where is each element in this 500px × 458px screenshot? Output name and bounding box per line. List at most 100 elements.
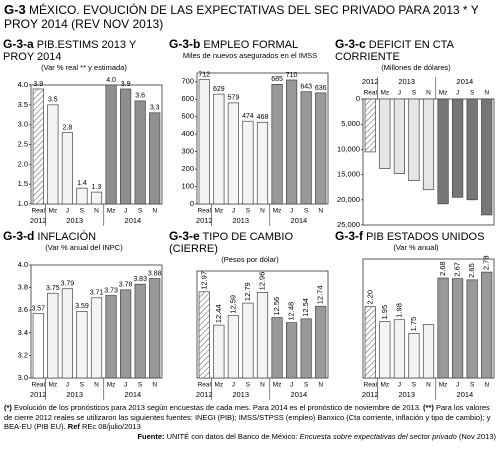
y-tick-label: 0 xyxy=(356,94,360,103)
source-label: Fuente: xyxy=(137,431,165,441)
y-tick-label: 20,000 xyxy=(337,195,360,204)
x-tick-label: S xyxy=(246,382,251,389)
x-tick-label: N xyxy=(152,208,157,215)
x-tick-label: Real xyxy=(198,382,212,389)
panel: G-3-e TIPO DE CAMBIO (CIERRE) (Pesos por … xyxy=(169,230,331,402)
bar xyxy=(408,98,420,181)
x-tick-label: Real xyxy=(364,382,378,389)
value-label: 4.0 xyxy=(106,77,116,84)
value-label: 712 xyxy=(198,71,210,78)
bar xyxy=(198,79,210,205)
x-tick-label: J xyxy=(124,208,127,215)
value-label: 1.95 xyxy=(380,305,389,320)
bar xyxy=(379,98,391,169)
y-tick-label: 10,000 xyxy=(337,144,360,153)
title-label: G-3 xyxy=(4,2,26,17)
x-tick-label: Real xyxy=(32,382,46,389)
y-tick-label: 25,000 xyxy=(337,220,360,228)
value-label: 629 xyxy=(213,86,225,93)
panel-title: G-3-e TIPO DE CAMBIO (CIERRE) xyxy=(169,230,331,255)
y-tick-label: 15,000 xyxy=(337,170,360,179)
bar xyxy=(120,88,132,205)
y-tick-label: 2.0 xyxy=(18,159,28,168)
bar xyxy=(76,187,88,205)
bar xyxy=(149,112,161,205)
group-label: 2012 xyxy=(30,216,47,225)
x-tick-label: Mz xyxy=(273,208,282,215)
footer: (*) Evolución de los pronósticos para 20… xyxy=(4,403,496,441)
x-tick-label: Mz xyxy=(107,382,116,389)
value-label: 2.68 xyxy=(438,261,447,276)
y-tick-label: 3.4 xyxy=(18,328,28,337)
bar xyxy=(120,289,132,379)
value-label: 1.3 xyxy=(92,184,102,191)
x-tick-label: Mz xyxy=(439,382,448,389)
panel-label: G-3-d xyxy=(3,230,35,243)
group-label: 2012 xyxy=(196,216,213,225)
panel-subtitle: (Var % real ** y estimada) xyxy=(41,63,127,72)
value-label: 12.59 xyxy=(228,295,237,314)
x-tick-label: J xyxy=(398,90,401,97)
x-tick-label: J xyxy=(290,382,293,389)
source-title: Encuesta sobre expectativas del sector p… xyxy=(299,431,457,441)
panel-title-text: DEFICIT EN CTA CORRIENTE xyxy=(335,39,454,63)
x-tick-label: S xyxy=(304,208,309,215)
y-tick-label: 700 xyxy=(181,77,194,86)
group-label: 2012 xyxy=(196,390,213,399)
x-tick-label: J xyxy=(398,382,401,389)
panel-label: G-3-a xyxy=(3,38,34,51)
source-line: Fuente: UNITÉ con datos del Banco de Méx… xyxy=(4,432,496,442)
value-label: 12.54 xyxy=(301,298,310,317)
bar xyxy=(61,288,73,379)
x-tick-label: N xyxy=(260,208,265,215)
bar xyxy=(227,102,239,205)
bar xyxy=(315,92,327,205)
group-label: 2012 xyxy=(362,390,379,399)
y-tick-label: 0 xyxy=(190,199,194,208)
panel-label: G-3-c xyxy=(335,38,366,51)
value-label: 1.98 xyxy=(394,303,403,318)
x-tick-label: J xyxy=(66,382,69,389)
bar xyxy=(364,306,376,379)
bar xyxy=(422,324,435,379)
x-tick-label: S xyxy=(470,90,475,97)
source: UNITÉ con datos del Banco de México: xyxy=(166,431,298,441)
x-tick-label: Mz xyxy=(48,208,57,215)
bar xyxy=(315,305,327,379)
x-tick-label: N xyxy=(484,382,489,389)
value-label: 12.48 xyxy=(287,302,296,321)
value-label: 685 xyxy=(271,76,283,83)
x-tick-label: N xyxy=(318,382,323,389)
x-tick-label: Mz xyxy=(107,208,116,215)
bar xyxy=(452,98,464,198)
panel-title-text: PIB.ESTIMS 2013 Y PROY 2014 xyxy=(3,39,137,63)
bar xyxy=(437,277,449,379)
x-tick-label: N xyxy=(318,208,323,215)
x-tick-label: J xyxy=(456,382,459,389)
group-label: 2012 xyxy=(362,77,379,86)
bar xyxy=(32,313,44,379)
value-label: 12.74 xyxy=(316,285,325,304)
panel-title: G-3-a PIB.ESTIMS 2013 Y PROY 2014 xyxy=(3,38,165,63)
x-tick-label: S xyxy=(138,208,143,215)
panel-subtitle: Miles de nuevos asegurados en el IMSS xyxy=(182,51,318,60)
panel-title: G-3-c DEFICIT EN CTA CORRIENTE xyxy=(335,38,497,63)
y-tick-label: 4.0 xyxy=(18,260,28,269)
bar xyxy=(242,302,254,379)
panel-label: G-3-b xyxy=(169,38,201,51)
panel-title-text: PIB ESTADOS UNIDOS xyxy=(366,231,485,243)
bar xyxy=(198,291,210,379)
value-label: 474 xyxy=(242,113,254,120)
bar xyxy=(61,132,73,205)
x-tick-label: N xyxy=(152,382,157,389)
value-label: 3.57 xyxy=(31,305,45,312)
bar xyxy=(364,98,376,153)
panel-title-text: TIPO DE CAMBIO (CIERRE) xyxy=(169,231,294,255)
x-tick-label: N xyxy=(426,382,431,389)
bar xyxy=(286,79,298,205)
bar xyxy=(481,98,493,216)
bar xyxy=(32,88,44,205)
ref: REc 08/julio/2013 xyxy=(81,422,141,431)
main-title: G-3 MÉXICO. EVOUCIÓN DE LAS EXPECTATIVAS… xyxy=(4,2,496,32)
panel-label: G-3-f xyxy=(335,230,363,243)
